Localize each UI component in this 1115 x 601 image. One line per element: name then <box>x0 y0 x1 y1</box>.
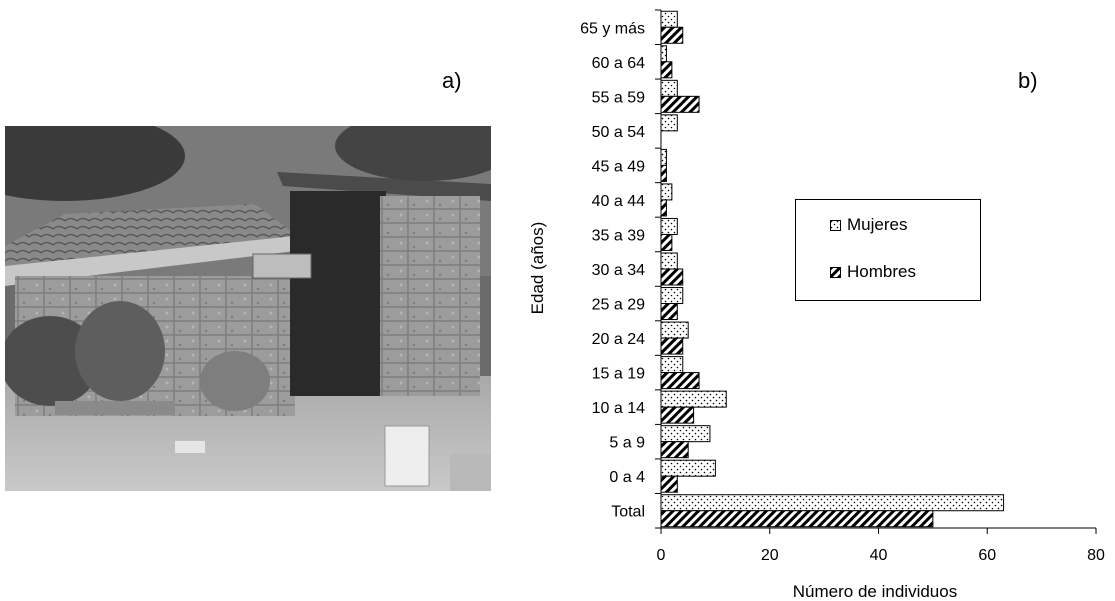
bar-hombres-2 <box>660 95 700 113</box>
y-tick-label: 60 a 64 <box>592 55 645 72</box>
panel-label-a: a) <box>442 68 462 93</box>
bar-mujeres-0 <box>660 10 678 28</box>
y-tick-label: Total <box>611 504 645 521</box>
bar-hombres-13 <box>660 475 678 493</box>
y-tick-label: 20 a 24 <box>592 331 645 348</box>
bar-mujeres-11 <box>660 390 727 408</box>
y-tick-label: 0 a 4 <box>609 469 645 486</box>
y-tick-label: 40 a 44 <box>592 193 645 210</box>
bar-hombres-0 <box>660 26 684 44</box>
bar-mujeres-3 <box>660 114 678 132</box>
x-tick-label: 0 <box>657 547 666 564</box>
bar-mujeres-1 <box>660 45 667 63</box>
bar-hombres-7 <box>660 268 684 286</box>
bar-chart: 65 y más 60 a 64 55 a 59 50 a 54 45 a 49 40 a… <box>528 9 1105 601</box>
x-tick-label: 20 <box>761 547 779 564</box>
bar-hombres-5 <box>660 199 667 217</box>
bar-hombres-11 <box>660 406 695 424</box>
hatched-swatch-icon <box>830 266 841 278</box>
x-tick-label: 80 <box>1087 547 1105 564</box>
y-tick-label: 30 a 34 <box>592 262 645 279</box>
bar-mujeres-7 <box>660 252 678 270</box>
bar-hombres-10 <box>660 372 700 390</box>
legend-label-mujeres: Mujeres <box>847 215 908 234</box>
y-tick-label: 15 a 19 <box>592 366 645 383</box>
bar-hombres-9 <box>660 337 684 355</box>
y-tick-label: 50 a 54 <box>592 124 645 141</box>
bar-hombres-8 <box>660 303 678 321</box>
bar-hombres-6 <box>660 233 673 251</box>
bar-hombres-14 <box>660 510 934 528</box>
legend-label-hombres: Hombres <box>847 262 916 281</box>
bar-mujeres-6 <box>660 217 678 235</box>
y-tick-label: 10 a 14 <box>592 400 645 417</box>
bar-hombres-12 <box>660 441 689 459</box>
bar-mujeres-9 <box>660 321 689 339</box>
bar-mujeres-8 <box>660 287 684 305</box>
y-tick-label: 45 a 49 <box>592 158 645 175</box>
bar-mujeres-13 <box>660 459 716 477</box>
bar-mujeres-2 <box>660 79 678 97</box>
legend-item-mujeres: Mujeres <box>830 215 907 235</box>
bar-mujeres-5 <box>660 183 673 201</box>
y-tick-label: 35 a 39 <box>592 227 645 244</box>
x-tick-label: 60 <box>978 547 996 564</box>
x-tick-label: 40 <box>870 547 888 564</box>
panel-label-b: b) <box>1018 68 1038 93</box>
x-axis-label: Número de individuos <box>793 582 957 601</box>
y-tick-label: 5 a 9 <box>609 435 645 452</box>
bar-mujeres-14 <box>660 494 1005 512</box>
y-axis-label: Edad (años) <box>528 222 547 315</box>
chart-legend: Mujeres Hombres <box>795 199 981 301</box>
y-tick-label: 25 a 29 <box>592 297 645 314</box>
y-tick-label: 55 a 59 <box>592 89 645 106</box>
bar-mujeres-4 <box>660 148 667 166</box>
y-tick-label: 65 y más <box>580 20 645 37</box>
dotted-swatch-icon <box>830 219 841 231</box>
bar-mujeres-12 <box>660 425 711 443</box>
bar-hombres-1 <box>660 61 673 79</box>
bar-hombres-4 <box>660 164 667 182</box>
legend-item-hombres: Hombres <box>830 262 916 282</box>
house-photo <box>5 126 491 491</box>
bar-mujeres-10 <box>660 356 684 374</box>
